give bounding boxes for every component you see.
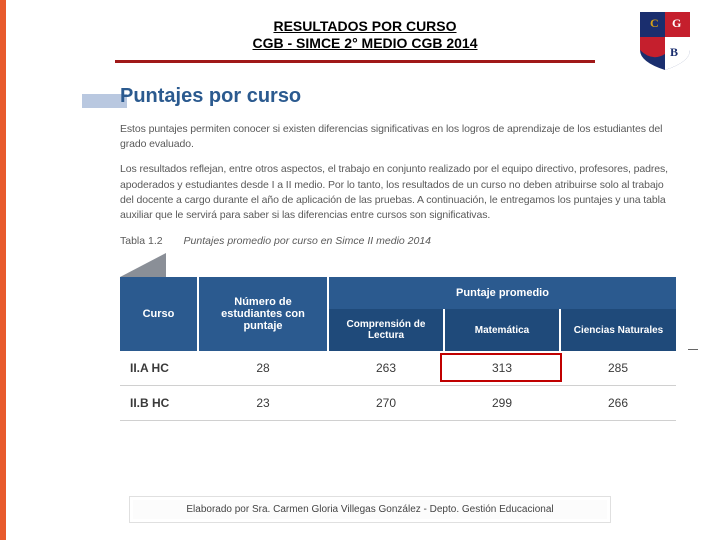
table-caption-prefix: Tabla 1.2 <box>120 235 163 247</box>
cell-n: 28 <box>198 351 328 386</box>
svg-text:G: G <box>672 16 681 30</box>
paragraph-1: Estos puntajes permiten conocer si exist… <box>120 122 680 152</box>
header-line-1: RESULTADOS POR CURSO <box>200 18 530 34</box>
paragraph-2: Los resultados reflejan, entre otros asp… <box>120 162 680 223</box>
cell-curso: II.A HC <box>120 351 198 386</box>
row-tick-mark <box>688 349 698 350</box>
col-ciencias: Ciencias Naturales <box>560 309 676 351</box>
cell-n: 23 <box>198 386 328 421</box>
page-header: RESULTADOS POR CURSO CGB - SIMCE 2° MEDI… <box>200 18 530 51</box>
table-caption-text: Puntajes promedio por curso en Simce II … <box>184 235 431 247</box>
cell-curso: II.B HC <box>120 386 198 421</box>
scores-table: Curso Número de estudiantes con puntaje … <box>120 277 676 421</box>
col-numero: Número de estudiantes con puntaje <box>198 277 328 351</box>
svg-text:B: B <box>670 45 678 59</box>
accent-left-bar <box>0 0 6 540</box>
section-title: Puntajes por curso <box>120 85 680 108</box>
school-shield-logo: C G B <box>640 12 690 70</box>
col-curso: Curso <box>120 277 198 351</box>
footer-credit: Elaborado por Sra. Carmen Gloria Villega… <box>130 497 610 522</box>
cell-lectura: 270 <box>328 386 444 421</box>
table-row: II.A HC 28 263 313 285 <box>120 351 676 386</box>
col-lectura: Comprensión de Lectura <box>328 309 444 351</box>
cell-cn: 266 <box>560 386 676 421</box>
cell-cn: 285 <box>560 351 676 386</box>
svg-text:C: C <box>650 16 659 30</box>
main-content: Puntajes por curso Estos puntajes permit… <box>120 85 680 421</box>
col-matematica: Matemática <box>444 309 560 351</box>
header-line-2: CGB - SIMCE 2° MEDIO CGB 2014 <box>200 35 530 51</box>
table-corner-decoration <box>120 253 166 277</box>
table-container: Curso Número de estudiantes con puntaje … <box>120 277 680 421</box>
table-row: II.B HC 23 270 299 266 <box>120 386 676 421</box>
col-group-promedio: Puntaje promedio <box>328 277 676 309</box>
cell-lectura: 263 <box>328 351 444 386</box>
cell-mat: 313 <box>444 351 560 386</box>
cell-mat: 299 <box>444 386 560 421</box>
table-caption: Tabla 1.2 Puntajes promedio por curso en… <box>120 235 680 247</box>
header-divider <box>115 60 595 63</box>
